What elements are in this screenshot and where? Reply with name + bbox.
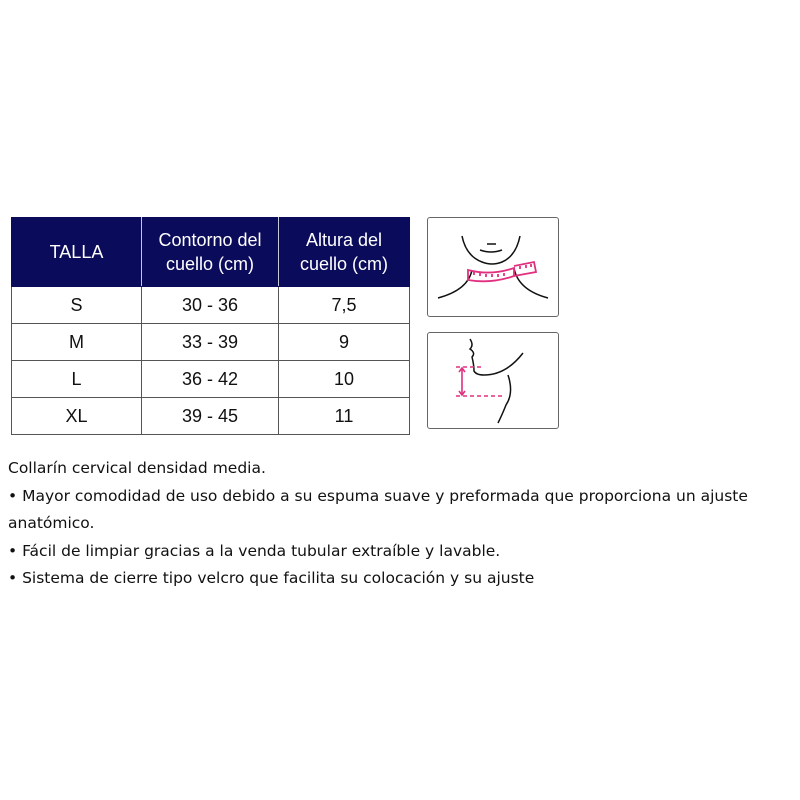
description-title: Collarín cervical densidad media. [8,459,266,477]
header-height: Altura del cuello (cm) [278,217,410,287]
neck-circumference-measure-icon [437,235,549,299]
size-cell: M [11,323,142,361]
feature-item: • Sistema de cierre tipo velcro que faci… [8,569,535,588]
feature-item: • Fácil de limpiar gracias a la venda tu… [8,541,501,560]
table-row: M 33 - 39 9 [11,323,410,361]
feature-item: • Mayor comodidad de uso debido a su esp… [8,486,748,533]
header-size: TALLA [11,217,142,287]
table-row: S 30 - 36 7,5 [11,286,410,324]
circumference-cell: 36 - 42 [141,360,279,398]
size-cell: L [11,360,142,398]
table-row: XL 39 - 45 11 [11,397,410,435]
header-circumference: Contorno del cuello (cm) [141,217,279,287]
size-cell: XL [11,397,142,435]
neck-height-measure-icon [456,338,524,424]
product-description: Collarín cervical densidad media. • Mayo… [8,455,798,593]
height-cell: 9 [278,323,410,361]
size-table: TALLA Contorno del cuello (cm) Altura de… [11,217,410,435]
height-cell: 11 [278,397,410,435]
height-cell: 10 [278,360,410,398]
height-cell: 7,5 [278,286,410,324]
table-row: L 36 - 42 10 [11,360,410,398]
size-cell: S [11,286,142,324]
circumference-cell: 33 - 39 [141,323,279,361]
neck-circumference-illustration [427,217,559,317]
circumference-cell: 30 - 36 [141,286,279,324]
neck-height-illustration [427,332,559,429]
circumference-cell: 39 - 45 [141,397,279,435]
